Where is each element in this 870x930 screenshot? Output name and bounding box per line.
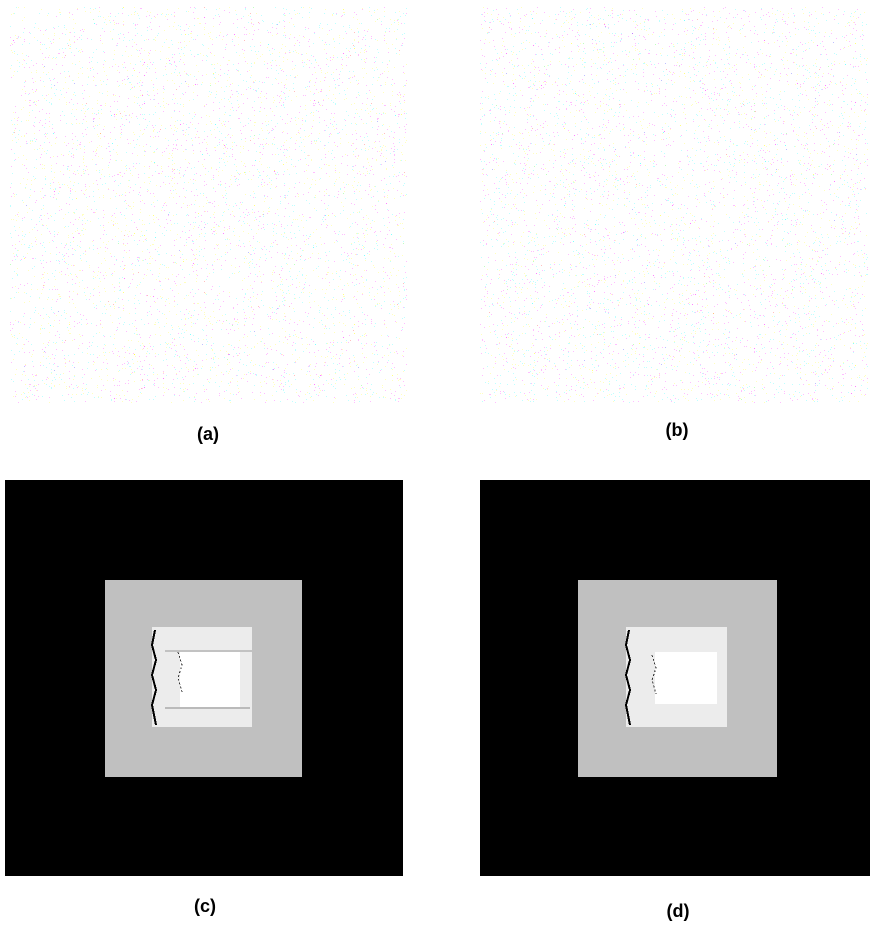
caption: (a) [197,424,219,444]
decrypted-image [5,480,403,876]
noise-image [10,7,407,403]
noise-image [480,7,868,403]
caption: (c) [194,896,216,916]
page: (a) (b) (c) (d) (() => { const data = JS… [0,0,870,930]
caption: (d) [667,901,690,921]
figure: (a) (b) (c) (d) [0,0,870,930]
caption: (b) [666,420,689,440]
decrypted-image [480,480,870,876]
